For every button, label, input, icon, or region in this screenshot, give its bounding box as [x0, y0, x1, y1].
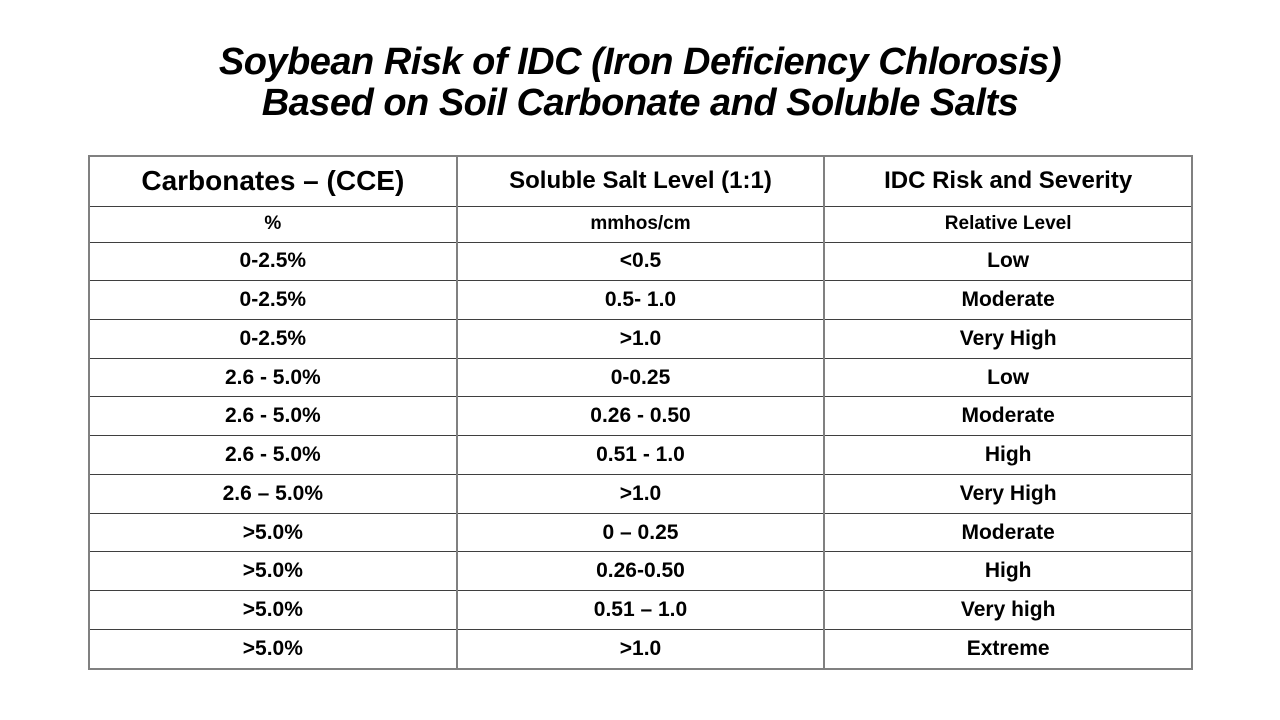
table-row: 2.6 – 5.0% >1.0 Very High [88, 473, 1193, 514]
carbonates-cell: 2.6 - 5.0% [88, 435, 458, 475]
unit-header-relative-level: Relative Level [823, 205, 1193, 243]
idc-risk-cell: Low [823, 241, 1193, 282]
idc-risk-cell: High [823, 435, 1193, 475]
soluble-salt-cell: 0.26-0.50 [455, 551, 826, 592]
slide-title: Soybean Risk of IDC (Iron Deficiency Chl… [0, 41, 1280, 125]
column-header-carbonates: Carbonates – (CCE) [88, 155, 458, 207]
soluble-salt-cell: 0-0.25 [455, 357, 826, 398]
carbonates-cell: 0-2.5% [88, 318, 458, 359]
table-row: 0-2.5% <0.5 Low [88, 241, 1193, 282]
carbonates-cell: 2.6 - 5.0% [88, 396, 458, 437]
unit-header-mmhos: mmhos/cm [455, 205, 826, 243]
table-row: 0-2.5% 0.5- 1.0 Moderate [88, 280, 1193, 320]
carbonates-cell: >5.0% [88, 628, 458, 670]
soluble-salt-cell: 0.5- 1.0 [455, 280, 826, 320]
idc-risk-cell: Very high [823, 590, 1193, 630]
unit-header-percent: % [88, 205, 458, 243]
table-units-row: % mmhos/cm Relative Level [88, 205, 1193, 243]
carbonates-cell: >5.0% [88, 512, 458, 553]
idc-risk-cell: Extreme [823, 628, 1193, 670]
table-row: >5.0% >1.0 Extreme [88, 628, 1193, 670]
carbonates-cell: 2.6 – 5.0% [88, 473, 458, 514]
idc-risk-cell: Moderate [823, 396, 1193, 437]
column-header-idc-risk: IDC Risk and Severity [823, 155, 1193, 207]
soluble-salt-cell: 0.51 – 1.0 [455, 590, 826, 630]
table-row: 2.6 - 5.0% 0-0.25 Low [88, 357, 1193, 398]
column-header-soluble-salt: Soluble Salt Level (1:1) [455, 155, 826, 207]
table-body: 0-2.5% <0.5 Low 0-2.5% 0.5- 1.0 Moderate 0-2.5… [88, 241, 1193, 670]
table-row: >5.0% 0.51 – 1.0 Very high [88, 590, 1193, 630]
idc-risk-cell: Low [823, 357, 1193, 398]
table-row: 2.6 - 5.0% 0.51 - 1.0 High [88, 435, 1193, 475]
idc-risk-cell: High [823, 551, 1193, 592]
carbonates-cell: 2.6 - 5.0% [88, 357, 458, 398]
idc-risk-cell: Very High [823, 318, 1193, 359]
idc-risk-cell: Moderate [823, 280, 1193, 320]
soluble-salt-cell: 0.51 - 1.0 [455, 435, 826, 475]
soluble-salt-cell: >1.0 [455, 318, 826, 359]
idc-risk-cell: Moderate [823, 512, 1193, 553]
table-header-row: Carbonates – (CCE) Soluble Salt Level (1… [88, 155, 1193, 207]
carbonates-cell: >5.0% [88, 551, 458, 592]
soluble-salt-cell: >1.0 [455, 473, 826, 514]
table-row: 2.6 - 5.0% 0.26 - 0.50 Moderate [88, 396, 1193, 437]
soluble-salt-cell: >1.0 [455, 628, 826, 670]
carbonates-cell: 0-2.5% [88, 241, 458, 282]
soluble-salt-cell: 0 – 0.25 [455, 512, 826, 553]
soluble-salt-cell: <0.5 [455, 241, 826, 282]
idc-risk-table: Carbonates – (CCE) Soluble Salt Level (1… [88, 155, 1193, 670]
table-row: >5.0% 0.26-0.50 High [88, 551, 1193, 592]
table-row: 0-2.5% >1.0 Very High [88, 318, 1193, 359]
slide-title-line-2: Based on Soil Carbonate and Soluble Salt… [261, 82, 1019, 125]
idc-risk-cell: Very High [823, 473, 1193, 514]
slide-title-line-1: Soybean Risk of IDC (Iron Deficiency Chl… [218, 41, 1062, 83]
soluble-salt-cell: 0.26 - 0.50 [455, 396, 826, 437]
carbonates-cell: 0-2.5% [88, 280, 458, 320]
carbonates-cell: >5.0% [88, 590, 458, 630]
table-row: >5.0% 0 – 0.25 Moderate [88, 512, 1193, 553]
